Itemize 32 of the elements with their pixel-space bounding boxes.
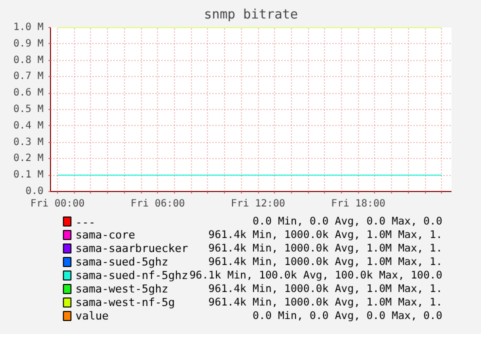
y-tick-label: 1.0 M — [13, 22, 44, 33]
legend-label: value — [76, 310, 109, 322]
y-tick-label: 0.6 M — [13, 88, 44, 99]
legend-label: sama-saarbruecker — [76, 242, 188, 255]
y-tick-label: 0.0 — [25, 186, 44, 197]
text: 0.0 Min, 0.0 Avg, 0.0 Max, 0.0 — [252, 310, 442, 322]
y-tick-label: 0.8 M — [13, 54, 44, 66]
legend-label: --- — [76, 216, 96, 229]
chart-title: snmp bitrate — [204, 8, 298, 22]
legend-label: sama-sued-5ghz — [76, 256, 168, 268]
y-tick-label: 0.5 M — [13, 104, 44, 115]
y-tick-label: 0.3 M — [13, 136, 44, 148]
text: 961.4k Min, 1000.0k Avg, 1.0M Max, 1. — [208, 242, 442, 254]
text: 961.4k Min, 1000.0k Avg, 1.0M Max, 1. — [208, 296, 442, 308]
text: 961.4k Min, 1000.0k Avg, 1.0M Max, 1. — [208, 256, 442, 268]
legend-label: sama-sued-nf-5ghz — [76, 269, 188, 282]
text: 96.1k Min, 100.0k Avg, 100.0k Max, 100.0 — [189, 270, 442, 282]
legend-label: sama-west-5ghz — [76, 282, 168, 296]
y-tick-label: 0.1 M — [13, 170, 44, 181]
x-tick-label: Fri 06:00 — [130, 198, 185, 210]
y-tick-label: 0.2 M — [13, 153, 44, 164]
x-tick-label: Fri 18:00 — [331, 198, 386, 210]
legend-label: sama-core — [76, 228, 136, 242]
y-tick-label: 0.4 M — [13, 120, 44, 132]
text: 0.0 Min, 0.0 Avg, 0.0 Max, 0.0 — [252, 216, 442, 228]
y-tick-label: 0.7 M — [13, 71, 44, 82]
x-tick-label: Fri 00:00 — [30, 198, 85, 210]
text: 961.4k Min, 1000.0k Avg, 1.0M Max, 1. — [208, 229, 442, 241]
legend-label: sama-west-nf-5g — [76, 296, 175, 309]
y-tick-label: 0.9 M — [13, 38, 44, 50]
text: 961.4k Min, 1000.0k Avg, 1.0M Max, 1. — [208, 283, 442, 295]
x-tick-label: Fri 12:00 — [230, 198, 286, 210]
